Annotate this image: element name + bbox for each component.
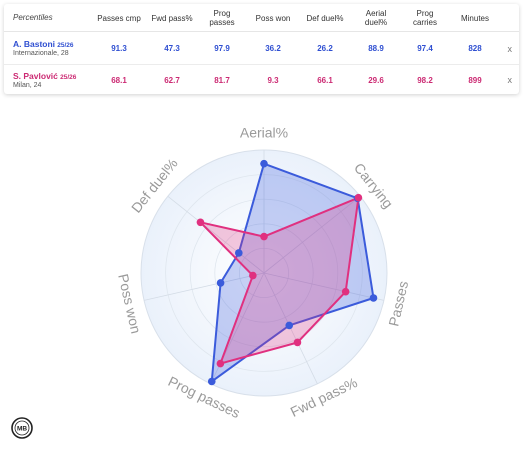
value-aerial-duel: 29.6 (368, 76, 384, 85)
remove-player-button[interactable]: x (507, 44, 513, 54)
radar-series-area (199, 196, 360, 365)
radar-point (354, 193, 363, 202)
player-row-pavlovic: S. Pavlović 25/26 Milan, 24 68.1 62.7 81… (4, 65, 519, 94)
value-minutes: 828 (468, 44, 482, 53)
radar-point (260, 232, 268, 241)
player-label: S. Pavlović 25/26 Milan, 24 (13, 71, 76, 89)
radar-spoke (263, 195, 361, 274)
value-poss-won: 9.3 (267, 76, 279, 85)
col-poss-won[interactable]: Poss won (255, 13, 291, 23)
radar-point (341, 287, 350, 296)
col-fwd-pass[interactable]: Fwd pass% (151, 13, 193, 23)
player-name: S. Pavlović (13, 71, 58, 81)
radar-point (216, 279, 225, 287)
logo-text: MB (17, 426, 27, 433)
radar-point (369, 294, 378, 302)
value-poss-won: 36.2 (265, 44, 281, 53)
col-minutes[interactable]: Minutes (460, 13, 489, 23)
player-row-bastoni: A. Bastoni 25/26 Internazionale, 28 91.3… (4, 32, 519, 65)
player-club-age: Milan, 24 (13, 82, 42, 89)
col-prog-carries[interactable]: Prog carries (412, 9, 437, 27)
radar-point (293, 338, 302, 347)
player-label: A. Bastoni 25/26 Internazionale, 28 (13, 39, 74, 57)
col-prog-passes[interactable]: Prog passes (209, 9, 235, 27)
radar-point (207, 377, 216, 386)
player-season: 25/26 (57, 42, 74, 49)
radar-point (196, 218, 205, 227)
radar-axis-label: Poss won (115, 272, 144, 335)
col-def-duel[interactable]: Def duel% (306, 13, 344, 23)
radar-axis-label: Passes (385, 279, 411, 327)
player-season: 25/26 (60, 74, 77, 81)
percentiles-table: Percentiles Passes cmp Fwd pass% Prog pa… (4, 4, 519, 94)
value-aerial-duel: 88.9 (368, 44, 384, 53)
player-club-age: Internazionale, 28 (13, 50, 69, 57)
remove-player-button[interactable]: x (507, 75, 513, 85)
value-passes-cmp: 68.1 (111, 76, 127, 85)
radar-spoke (143, 272, 265, 301)
player-name: A. Bastoni (13, 39, 56, 49)
radar-spoke (263, 272, 385, 301)
radar-series (196, 159, 378, 386)
value-prog-carries: 98.2 (417, 76, 433, 85)
percentiles-label: Percentiles (13, 13, 53, 22)
table-header: Percentiles Passes cmp Fwd pass% Prog pa… (4, 4, 519, 32)
value-prog-passes: 81.7 (214, 76, 230, 85)
radar-axis-label: Aerial% (240, 125, 288, 141)
value-passes-cmp: 91.3 (111, 44, 127, 53)
radar-point (285, 321, 294, 330)
radar-point (235, 249, 243, 257)
value-def-duel: 26.2 (317, 44, 333, 53)
radar-point (216, 359, 225, 368)
radar-point (249, 271, 257, 280)
value-fwd-pass: 47.3 (164, 44, 180, 53)
col-passes-cmp[interactable]: Passes cmp (97, 13, 141, 23)
value-prog-carries: 97.4 (417, 44, 433, 53)
radar-spoke (167, 195, 265, 274)
radar-point (260, 159, 268, 168)
value-fwd-pass: 62.7 (164, 76, 180, 85)
col-aerial-duel[interactable]: Aerial duel% (364, 9, 388, 27)
value-prog-passes: 97.9 (214, 44, 230, 53)
mb-logo: MB (11, 417, 33, 439)
value-def-duel: 66.1 (317, 76, 333, 85)
value-minutes: 899 (468, 76, 482, 85)
